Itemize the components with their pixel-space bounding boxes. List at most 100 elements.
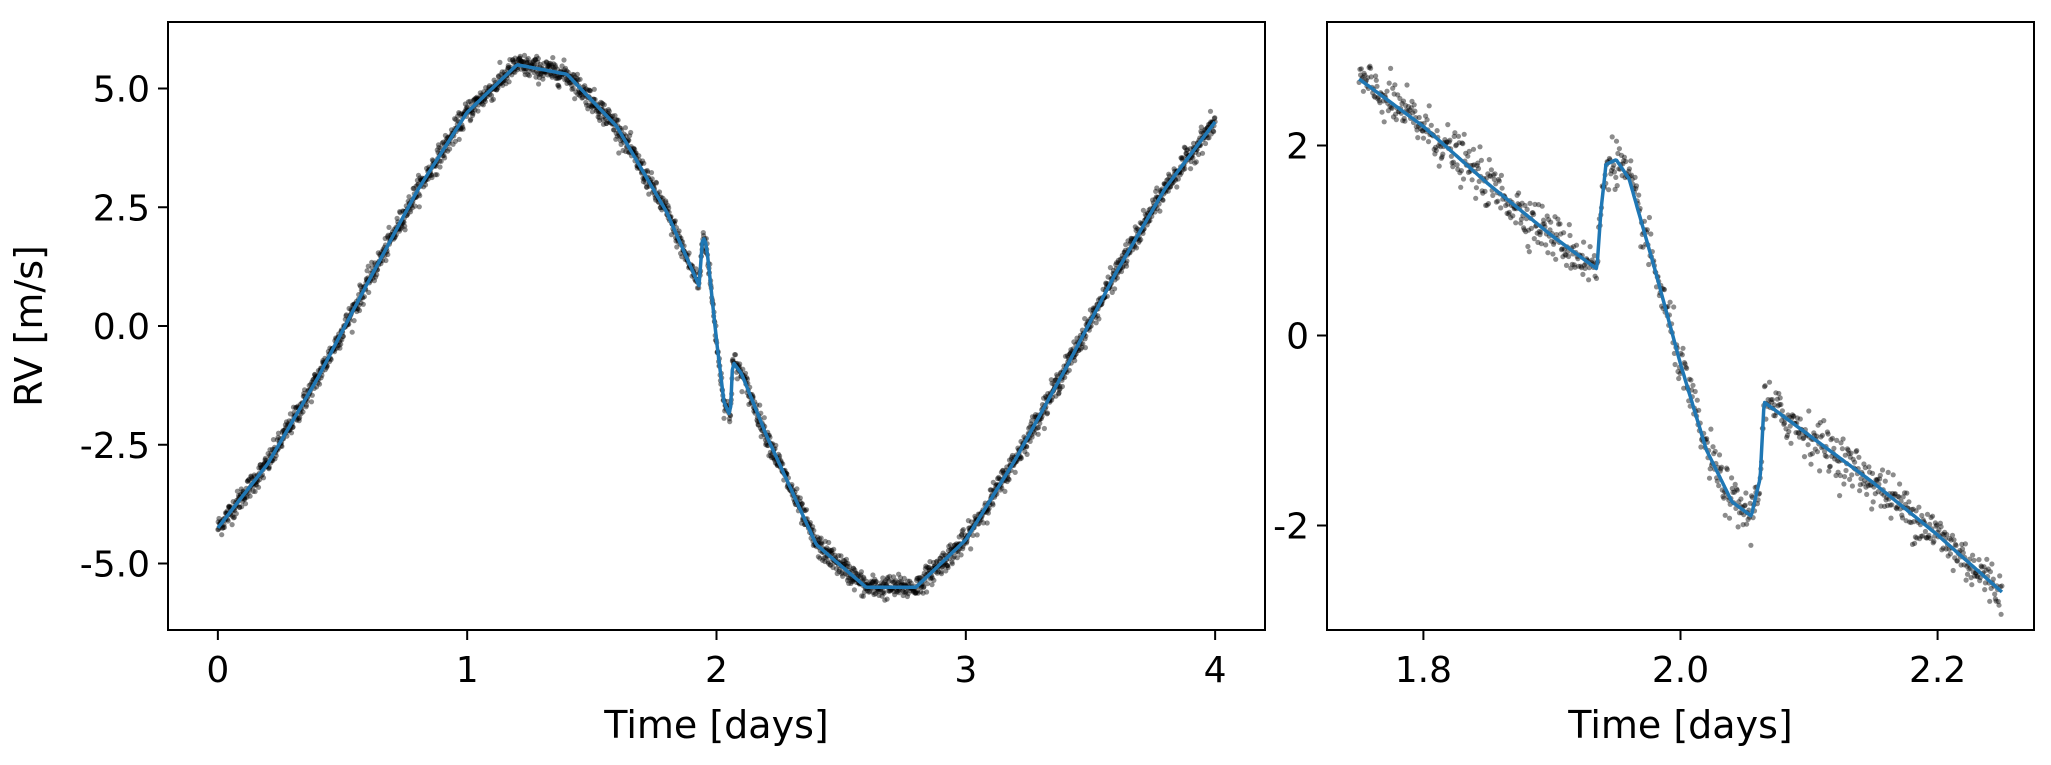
rv-data-point xyxy=(384,234,391,240)
rv-model-curve-group xyxy=(216,63,1217,590)
rv-data-point xyxy=(1947,551,1953,557)
rv-data-point xyxy=(1722,512,1728,518)
rv-data-point xyxy=(1543,242,1549,248)
rv-data-point xyxy=(872,591,879,597)
rv-data-point xyxy=(1553,256,1559,262)
rv-data-point xyxy=(534,53,540,60)
rv-data-point xyxy=(968,546,974,552)
rv-data-point xyxy=(616,150,622,156)
rv-data-point xyxy=(1827,463,1833,469)
rv-data-point xyxy=(755,421,761,428)
rv-data-point xyxy=(1998,611,2004,617)
rv-data-point xyxy=(290,404,297,410)
rv-data-point xyxy=(540,72,546,79)
y-tick-label: 2.5 xyxy=(93,188,150,229)
rv-data-point xyxy=(356,307,363,314)
rv-data-point xyxy=(1879,467,1886,473)
rv-data-point xyxy=(1632,174,1638,180)
rv-data-point xyxy=(452,116,458,122)
rv-data-point xyxy=(839,569,845,575)
y-tick-label: 2 xyxy=(1286,127,1309,168)
rv-data-point xyxy=(1440,151,1446,157)
full-rv-panel: 0 1 2 3 4 5.0 2.5 0.0 -2.5 -5.0 Time [days] RV [… xyxy=(7,21,1266,747)
rv-data-point xyxy=(901,589,907,595)
rv-data-point xyxy=(510,57,516,63)
rv-data-point xyxy=(845,560,851,567)
rv-data-point xyxy=(1931,538,1937,545)
rv-data-point xyxy=(882,578,889,584)
rv-data-point xyxy=(1857,488,1863,494)
rv-data-point xyxy=(1889,502,1895,508)
rv-data-point xyxy=(509,72,515,78)
rv-data-point xyxy=(1776,390,1782,397)
rv-data-point xyxy=(1997,573,2003,579)
rv-data-point xyxy=(1434,128,1440,134)
rv-data-point xyxy=(301,390,307,397)
rv-data-point xyxy=(810,524,816,530)
zoom-rv-panel: 1.8 2.0 2.2 2 0 -2 Time [days] xyxy=(1273,21,2035,747)
rv-data-point xyxy=(732,352,739,358)
rv-data-point xyxy=(564,77,571,83)
rv-data-point xyxy=(572,74,578,80)
rv-data-point xyxy=(573,89,579,95)
rv-data-point xyxy=(1821,418,1827,424)
rv-data-point xyxy=(526,73,533,79)
rv-data-point xyxy=(1877,472,1883,478)
rv-data-point xyxy=(1012,469,1018,475)
rv-data-point xyxy=(901,575,907,582)
rv-data-point xyxy=(1916,504,1922,510)
rv-data-point xyxy=(562,77,568,83)
rv-data-point xyxy=(727,419,733,425)
x-axis-label: Time [days] xyxy=(1567,703,1792,747)
rv-data-point xyxy=(881,588,887,595)
rv-data-point xyxy=(1495,198,1501,204)
rv-data-point xyxy=(575,91,581,97)
rv-data-point xyxy=(1870,499,1876,505)
rv-data-point xyxy=(1006,476,1012,483)
rv-data-point xyxy=(229,513,235,519)
rv-data-point xyxy=(974,532,980,538)
rv-data-point xyxy=(447,146,453,152)
rv-data-point xyxy=(549,72,555,79)
rv-data-point xyxy=(640,179,647,185)
rv-data-point xyxy=(902,589,909,595)
rv-data-point xyxy=(1402,118,1408,124)
rv-data-point xyxy=(226,504,232,510)
rv-data-point xyxy=(900,592,906,599)
rv-data-point xyxy=(861,574,867,580)
rv-data-point xyxy=(246,477,252,483)
rv-data-point xyxy=(1447,137,1453,143)
rv-data-point xyxy=(1854,448,1860,454)
rv-data-point xyxy=(856,573,862,579)
rv-data-point xyxy=(360,301,366,307)
rv-data-point xyxy=(1510,213,1516,219)
y-axis-label: RV [m/s] xyxy=(7,245,51,407)
rv-data-point xyxy=(556,75,563,81)
rv-data-point xyxy=(374,272,380,278)
rv-data-point xyxy=(1743,490,1749,496)
rv-data-point xyxy=(663,198,669,204)
rv-data-point xyxy=(1555,216,1561,222)
rv-data-point xyxy=(840,557,846,564)
rv-data-point xyxy=(385,232,391,238)
rv-data-point xyxy=(589,109,596,115)
rv-data-point xyxy=(1636,192,1642,198)
rv-data-point xyxy=(850,565,856,571)
rv-data-point xyxy=(462,101,468,107)
rv-data-point xyxy=(1473,185,1479,191)
rv-data-point xyxy=(555,82,561,88)
rv-data-point xyxy=(623,148,629,155)
rv-data-point xyxy=(554,75,560,81)
x-axis-ticks: 0 1 2 3 4 xyxy=(206,630,1227,691)
rv-data-point xyxy=(526,68,532,74)
rv-data-point xyxy=(1840,436,1846,442)
rv-data-point xyxy=(869,579,875,586)
rv-data-point xyxy=(252,488,258,495)
rv-data-point xyxy=(597,117,603,123)
rv-data-point xyxy=(803,507,810,513)
rv-data-point xyxy=(509,57,516,63)
rv-data-point xyxy=(262,457,268,463)
rv-data-point xyxy=(411,185,417,191)
rv-data-point xyxy=(303,404,309,410)
rv-data-point xyxy=(640,158,646,164)
